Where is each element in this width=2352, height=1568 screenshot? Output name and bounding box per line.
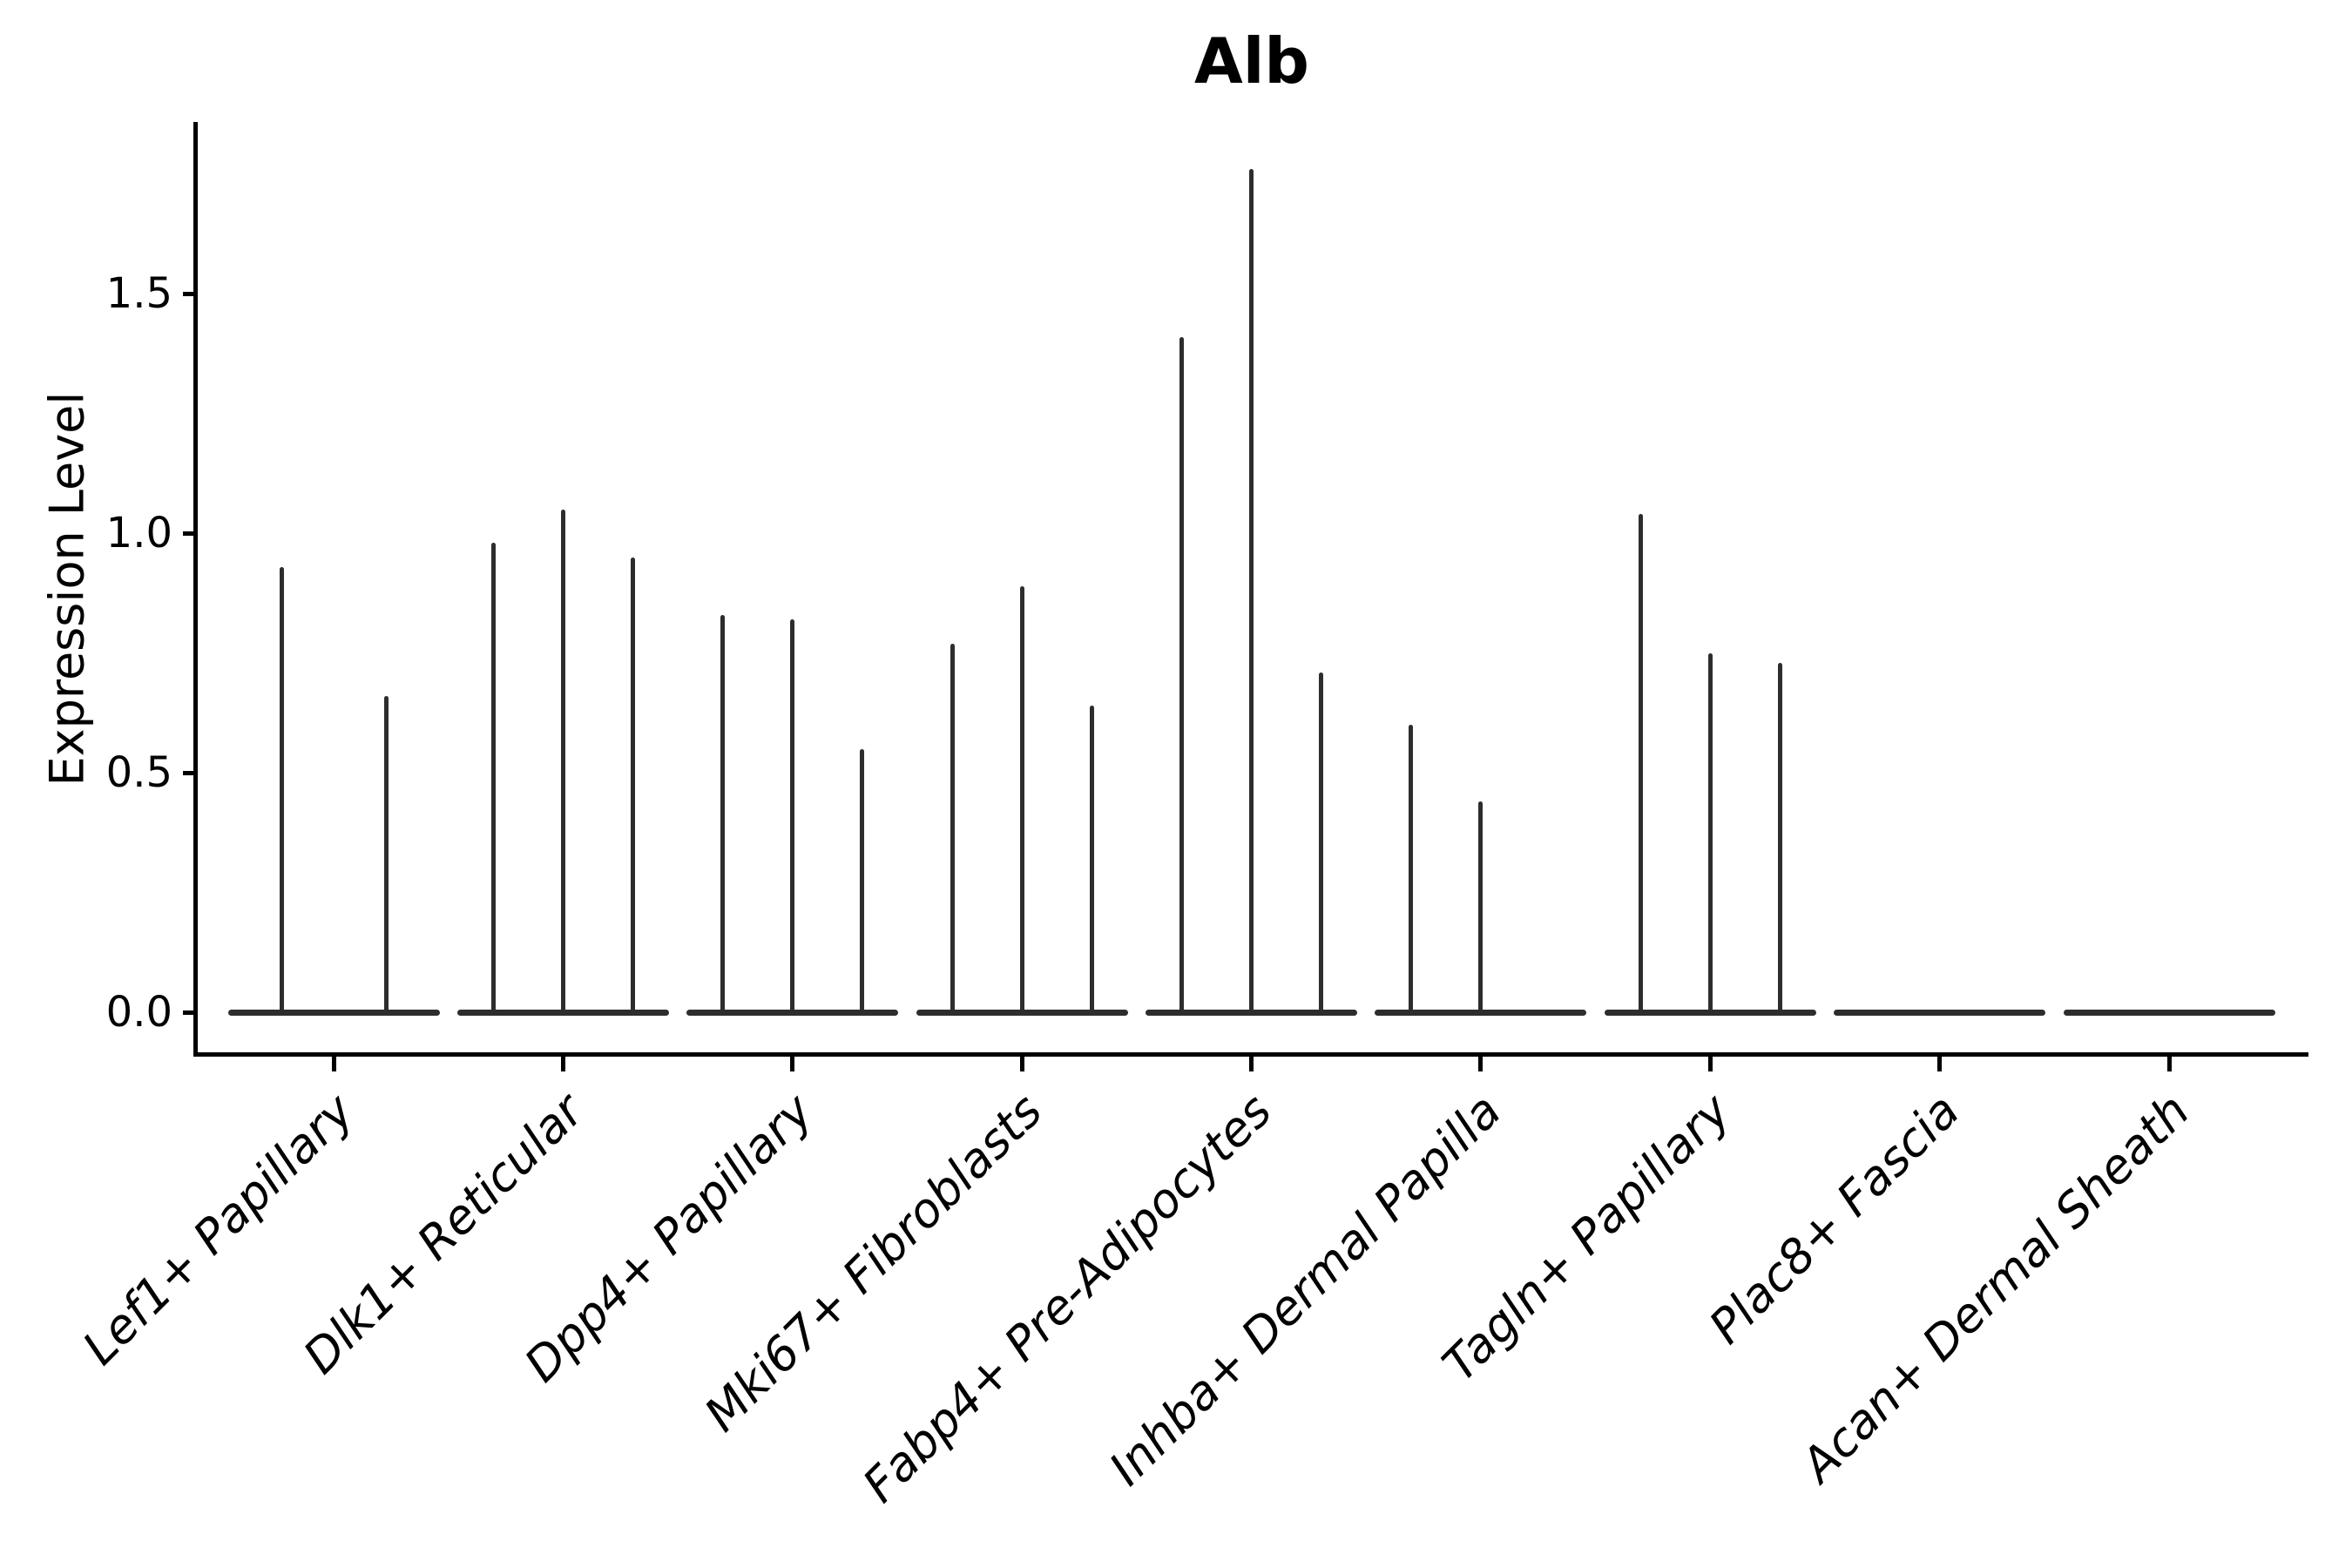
violin-spike: [1089, 706, 1094, 1016]
chart-title: Alb: [1194, 24, 1309, 98]
violin-spike: [1638, 514, 1643, 1016]
y-tick-mark: [183, 770, 196, 775]
violin-spike: [383, 696, 389, 1016]
y-tick-label: 1.5: [105, 269, 172, 318]
y-tick-mark: [183, 1010, 196, 1015]
x-tick-mark: [1937, 1057, 1943, 1071]
violin-baseline: [2063, 1009, 2275, 1016]
y-tick-mark: [183, 531, 196, 536]
x-tick-mark: [1249, 1057, 1254, 1071]
y-tick-label: 0.0: [105, 988, 172, 1037]
x-tick-mark: [1707, 1057, 1713, 1071]
x-tick-mark: [560, 1057, 565, 1071]
x-category-label: Inhba+ Dermal Papilla: [1098, 1083, 1511, 1497]
violin-spike: [1179, 336, 1184, 1016]
violin-spike: [1019, 585, 1024, 1016]
violin-spike: [950, 643, 955, 1016]
x-tick-mark: [2166, 1057, 2172, 1071]
violin-spike: [1707, 652, 1713, 1016]
x-category-label: Plac8+ Fascia: [1699, 1083, 1970, 1355]
violin-spike: [1409, 725, 1414, 1016]
violin-spike: [630, 557, 635, 1016]
violin-spike: [720, 614, 726, 1016]
violin-spike: [860, 748, 865, 1016]
violin-spike: [790, 619, 795, 1016]
violin-spike: [1777, 662, 1782, 1016]
violin-spike: [490, 543, 496, 1016]
x-category-label: Acan+ Dermal Sheath: [1790, 1083, 2200, 1493]
violin-baseline: [1834, 1009, 2046, 1016]
violin-spike: [1249, 169, 1254, 1016]
x-tick-mark: [1478, 1057, 1484, 1071]
x-axis-spine: [193, 1052, 2308, 1057]
x-tick-mark: [1019, 1057, 1024, 1071]
y-tick-mark: [183, 291, 196, 296]
violin-spike: [1478, 801, 1484, 1016]
y-axis-label: Expression Level: [39, 391, 95, 787]
y-tick-label: 1.0: [105, 509, 172, 558]
violin-spike: [1319, 672, 1323, 1016]
x-tick-mark: [331, 1057, 336, 1071]
violin-spike: [560, 509, 565, 1016]
violin-spike: [279, 566, 284, 1016]
violin-baseline: [227, 1009, 440, 1016]
x-category-label: Fabp4+ Pre-Adipocytes: [852, 1083, 1282, 1513]
x-tick-mark: [790, 1057, 795, 1071]
y-tick-label: 0.5: [105, 748, 172, 797]
y-axis-spine: [193, 122, 198, 1057]
